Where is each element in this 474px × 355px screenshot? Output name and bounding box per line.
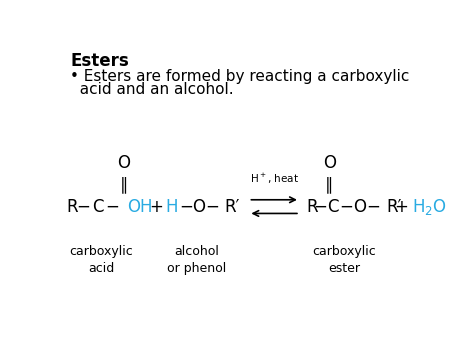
Text: O: O — [353, 198, 366, 215]
Text: H: H — [165, 198, 178, 215]
Text: OH: OH — [127, 198, 153, 215]
Text: H$^+$, heat: H$^+$, heat — [250, 172, 299, 186]
Text: +: + — [150, 198, 164, 215]
Text: ∥: ∥ — [325, 176, 333, 194]
Text: R: R — [306, 198, 318, 215]
Text: O: O — [192, 198, 205, 215]
Text: acid and an alcohol.: acid and an alcohol. — [70, 82, 234, 97]
Text: C: C — [92, 198, 104, 215]
Text: R: R — [66, 198, 78, 215]
Text: O: O — [323, 154, 336, 172]
Text: +: + — [394, 198, 408, 215]
Text: alcohol
or phenol: alcohol or phenol — [167, 245, 227, 275]
Text: ∥: ∥ — [119, 176, 128, 194]
Text: C: C — [327, 198, 339, 215]
Text: Esters: Esters — [70, 52, 129, 70]
Text: −: − — [313, 198, 327, 215]
Text: H$_2$O: H$_2$O — [412, 197, 447, 217]
Text: −: − — [205, 198, 219, 215]
Text: −: − — [76, 198, 90, 215]
Text: −: − — [106, 198, 119, 215]
Text: carboxylic
acid: carboxylic acid — [70, 245, 133, 275]
Text: • Esters are formed by reacting a carboxylic: • Esters are formed by reacting a carbox… — [70, 69, 410, 83]
Text: O: O — [117, 154, 130, 172]
Text: −: − — [366, 198, 380, 215]
Text: R′: R′ — [386, 198, 401, 215]
Text: carboxylic
ester: carboxylic ester — [312, 245, 376, 275]
Text: −: − — [339, 198, 354, 215]
Text: R′: R′ — [225, 198, 240, 215]
Text: −: − — [179, 198, 193, 215]
